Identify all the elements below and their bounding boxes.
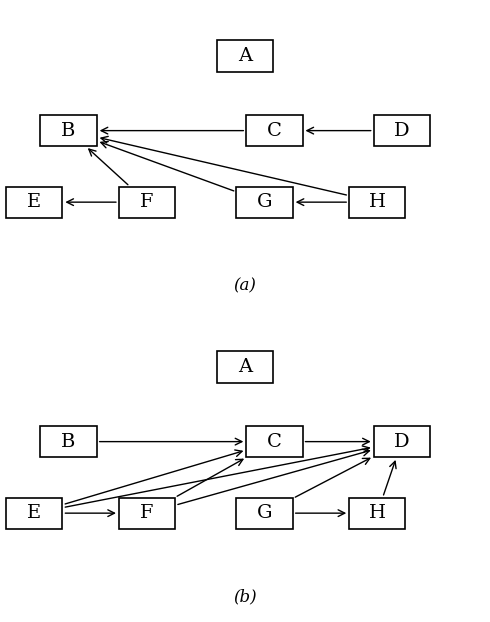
Bar (246, 115, 303, 146)
Text: E: E (27, 193, 41, 211)
Text: D: D (394, 122, 410, 139)
Bar (119, 187, 175, 218)
Text: B: B (61, 433, 76, 450)
Bar (349, 498, 406, 529)
Text: H: H (369, 504, 386, 522)
Bar (41, 115, 97, 146)
Bar (349, 187, 406, 218)
Bar (373, 426, 430, 457)
Text: (a): (a) (234, 277, 256, 295)
Text: (b): (b) (233, 588, 257, 606)
Text: H: H (369, 193, 386, 211)
Bar (237, 187, 293, 218)
Bar (373, 115, 430, 146)
Text: G: G (257, 193, 272, 211)
Text: A: A (238, 358, 252, 376)
Text: A: A (238, 47, 252, 65)
Text: F: F (140, 504, 154, 522)
Text: E: E (27, 504, 41, 522)
Bar (246, 426, 303, 457)
Bar (237, 498, 293, 529)
Bar (41, 426, 97, 457)
Text: C: C (267, 122, 282, 139)
Text: C: C (267, 433, 282, 450)
Bar (6, 187, 62, 218)
Bar (217, 40, 273, 72)
Bar (6, 498, 62, 529)
Bar (119, 498, 175, 529)
Bar (217, 351, 273, 383)
Text: F: F (140, 193, 154, 211)
Text: G: G (257, 504, 272, 522)
Text: D: D (394, 433, 410, 450)
Text: B: B (61, 122, 76, 139)
